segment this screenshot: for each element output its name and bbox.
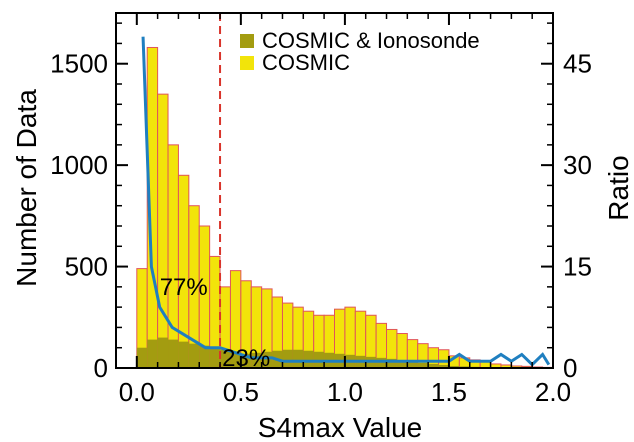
legend-label-cosmic: COSMIC: [262, 50, 350, 75]
y2-tick-label: 45: [563, 49, 592, 79]
cosmic-ionosonde-bar: [136, 347, 148, 368]
legend-swatch-cosmic: [240, 56, 254, 70]
y-tick-label: 1500: [50, 49, 108, 79]
cosmic-ionosonde-bar: [188, 343, 200, 368]
legend-label-cosmic-ionosonde: COSMIC & Ionosonde: [262, 28, 480, 53]
annotation-label: 77%: [160, 274, 208, 301]
x-tick-label: 1.0: [327, 377, 363, 407]
cosmic-ionosonde-bar: [157, 337, 169, 368]
cosmic-bar: [177, 174, 190, 369]
cosmic-ionosonde-bar: [396, 360, 408, 368]
y2-axis-title: Ratio: [603, 155, 634, 220]
cosmic-ionosonde-bar: [251, 352, 262, 368]
legend: COSMIC & Ionosonde COSMIC: [240, 28, 480, 75]
y-axis-title: Number of Data: [11, 89, 42, 287]
cosmic-bar: [157, 93, 169, 369]
x-tick-label: 2.0: [535, 377, 571, 407]
cosmic-ionosonde-bar: [292, 349, 304, 368]
legend-swatch-cosmic-ionosonde: [240, 34, 254, 48]
y2-tick-label: 0: [563, 353, 577, 383]
annotations: 77%23%: [160, 274, 270, 372]
cosmic-ionosonde-bar: [168, 339, 179, 368]
cosmic-ionosonde-bar: [240, 353, 252, 368]
x-tick-label: 0.0: [119, 377, 155, 407]
cosmic-ionosonde-bar: [230, 351, 241, 368]
cosmic-ionosonde-bar: [376, 357, 387, 368]
cosmic-ionosonde-bar: [417, 362, 429, 368]
cosmic-ionosonde-bar: [407, 361, 418, 368]
cosmic-ionosonde-bar: [303, 350, 314, 368]
cosmic-ionosonde-bar: [282, 349, 293, 368]
y-tick-label: 0: [94, 353, 108, 383]
cosmic-ionosonde-bar: [261, 351, 273, 368]
cosmic-ionosonde-bar: [178, 341, 189, 368]
cosmic-ionosonde-bar: [147, 339, 158, 368]
y2-tick-label: 15: [563, 252, 592, 282]
x-tick-label: 1.5: [431, 377, 467, 407]
y2-tick-label: 30: [563, 150, 592, 180]
cosmic-ionosonde-bar: [428, 363, 439, 368]
cosmic-ionosonde-bar: [448, 365, 460, 368]
cosmic-bars: [136, 46, 554, 369]
plot-frame: [115, 12, 554, 369]
cosmic-bar: [167, 144, 179, 369]
cosmic-ionosonde-bar: [209, 347, 221, 368]
x-tick-label: 0.5: [223, 377, 259, 407]
x-axis-title: S4max Value: [258, 412, 422, 442]
cosmic-ionosonde-bar: [220, 349, 231, 368]
y-tick-label: 1000: [50, 150, 108, 180]
cosmic-ionosonde-bar: [386, 358, 397, 368]
cosmic-ionosonde-bar: [438, 364, 449, 368]
y-tick-label: 500: [65, 252, 108, 282]
cosmic-ionosonde-bar: [199, 345, 210, 368]
